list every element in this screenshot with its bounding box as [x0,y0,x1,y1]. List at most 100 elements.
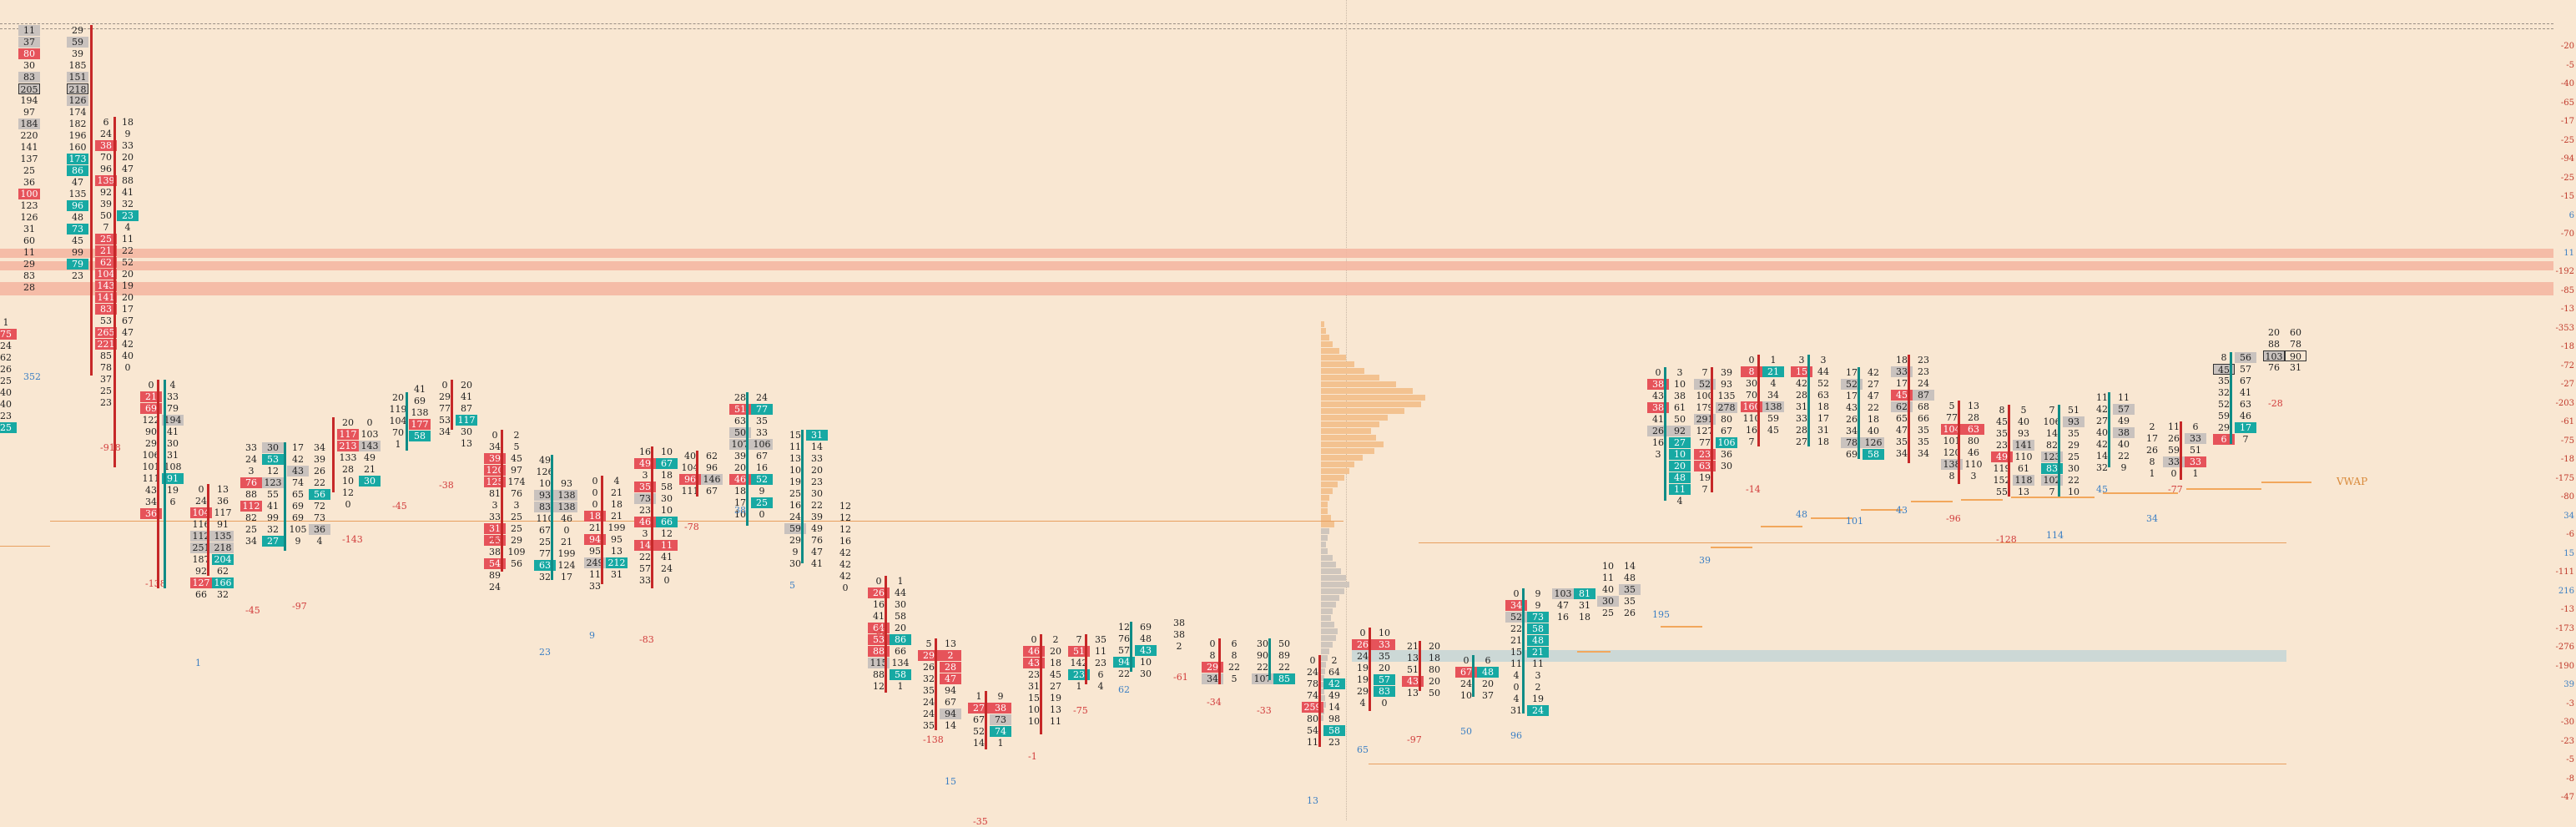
volume-cell: 52 [973,726,985,737]
volume-cell: 41 [414,384,426,395]
bar-delta-label: -77 [2168,484,2183,495]
volume-cell: 51 [1068,646,1090,657]
volume-cell: 78 [1307,678,1318,689]
profile-bar [1321,528,1329,534]
volume-cell: 35 [1918,425,1929,436]
volume-cell: 220 [20,130,38,141]
price-axis-label: -203 [2555,398,2574,408]
volume-cell: 34 [1918,448,1929,459]
volume-cell: 29 [145,438,157,449]
volume-cell: 95 [589,546,601,557]
volume-cell: 14 [973,738,985,749]
price-axis[interactable]: -20 -5 -40 -65 -17 -25 -94 -25 -15 6 -70 11 -192 -85 -… [2551,0,2576,820]
volume-cell: 42 [1796,378,1807,389]
volume-cell: 67 [706,486,718,497]
volume-cell: 29 [1357,686,1369,697]
volume-cell: 0 [1748,355,1755,366]
vwap-segment [1911,501,1953,502]
volume-cell: 46 [634,517,656,527]
volume-cell: 44 [1817,366,1829,377]
profile-bar [1321,702,1326,708]
bar-delta-label: 96 [1510,730,1522,741]
volume-cell: 138 [556,490,577,501]
volume-cell: 174 [507,477,526,487]
volume-cell: 31 [1796,401,1807,412]
bar-delta-label: -38 [439,480,454,491]
volume-cell: 47 [1896,425,1908,436]
volume-cell: 104 [389,416,407,426]
volume-cell: 22 [2068,475,2079,486]
volume-cell: 103 [2263,350,2285,362]
volume-cell: 80 [1307,714,1318,724]
volume-cell: 52 [751,474,773,485]
volume-cell: 34 [145,497,157,507]
volume-cell: 23 [1028,669,1040,680]
volume-cell: 21 [1762,366,1784,377]
volume-cell: 59 [2218,411,2230,421]
profile-bar [1321,328,1326,334]
volume-cell: 66 [656,517,678,527]
volume-cell: 41 [2240,387,2251,398]
volume-cell: 174 [68,107,87,118]
volume-cell: 38 [489,547,501,557]
volume-cell: 4 [613,476,620,487]
volume-cell: 23 [117,210,139,221]
volume-cell: 0 [663,575,670,586]
volume-cell: 69 [292,512,304,523]
volume-cell: 3 [492,500,498,511]
volume-cell: 66 [1918,413,1929,424]
volume-cell: 251 [190,542,212,553]
volume-cell: 33 [756,427,768,438]
volume-cell: 41 [811,558,823,569]
candle-body [746,392,749,526]
price-axis-label: -61 [2560,417,2574,426]
vwap-segment [2011,497,2095,498]
volume-cell: 34 [1896,448,1908,459]
volume-cell: 18 [1050,658,1061,668]
volume-cell: 11 [1669,484,1691,495]
volume-cell: 137 [20,154,38,164]
volume-cell: 16 [1557,612,1569,623]
volume-cell: 34 [314,442,325,453]
volume-cell: 31 [167,450,179,461]
volume-cell: 10 [1140,657,1152,668]
volume-cell: 86 [890,634,911,645]
volume-cell: 17 [2235,422,2256,433]
volume-cell: 25 [751,497,773,508]
reference-line [1419,542,2286,543]
volume-cell: 92 [100,187,112,198]
candle-body [1664,367,1666,501]
volume-cell: 20 [122,152,134,163]
volume-cell: 60 [2290,327,2301,338]
volume-cell: 20 [122,269,134,280]
price-axis-label: -47 [2560,793,2574,802]
bar-delta-label: -34 [1207,697,1222,708]
volume-cell: 43 [1023,658,1045,668]
volume-cell: 21 [140,391,162,402]
volume-cell: 15 [1028,693,1040,703]
volume-cell: 51 [729,404,751,415]
candle-body [885,576,887,693]
volume-cell: 61 [1674,402,1686,413]
candle-body [2008,405,2010,497]
volume-cell: 0 [345,499,351,510]
volume-cell: 110 [1742,413,1761,424]
volume-cell: 19 [122,280,134,291]
bar-delta-label: -143 [342,534,363,545]
volume-cell: 94 [1113,657,1135,668]
volume-cell: 33 [1796,413,1807,424]
volume-cell: 29 [23,259,35,270]
bar-delta-label: 101 [1846,516,1863,527]
candle-body [935,638,937,730]
volume-cell: 6 [103,117,109,128]
volume-cell: 20 [1429,676,1440,687]
price-axis-label: -70 [2560,229,2574,239]
volume-cell: 45 [2213,364,2235,376]
volume-cell: 37 [100,374,112,385]
volume-cell: 28 [342,464,354,475]
bar-delta-label: 62 [1118,684,1130,695]
volume-cell: 21 [611,511,623,522]
volume-cell: 115 [868,658,890,668]
volume-cell: 38 [1173,629,1185,640]
